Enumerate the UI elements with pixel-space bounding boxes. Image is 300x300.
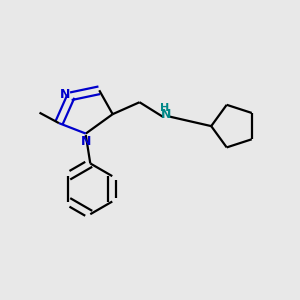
Text: N: N — [60, 88, 71, 101]
Text: N: N — [161, 108, 172, 121]
Text: H: H — [160, 103, 170, 113]
Text: N: N — [81, 135, 92, 148]
